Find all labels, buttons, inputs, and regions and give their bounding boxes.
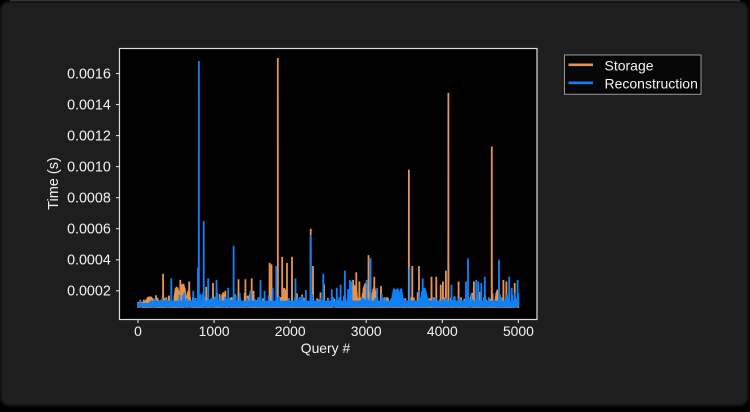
svg-text:0.0010: 0.0010 — [67, 159, 111, 175]
svg-text:0.0012: 0.0012 — [67, 128, 111, 144]
svg-text:0.0016: 0.0016 — [67, 66, 111, 82]
svg-text:5000: 5000 — [503, 323, 534, 339]
svg-text:0.0006: 0.0006 — [67, 222, 111, 238]
svg-text:Storage: Storage — [605, 57, 654, 73]
svg-text:0.0004: 0.0004 — [67, 253, 111, 269]
svg-text:0.0008: 0.0008 — [67, 191, 111, 207]
svg-text:2000: 2000 — [275, 323, 306, 339]
svg-text:4000: 4000 — [427, 323, 458, 339]
svg-text:Time (s): Time (s) — [46, 157, 62, 210]
svg-text:Reconstruction: Reconstruction — [605, 75, 698, 91]
svg-text:3000: 3000 — [351, 323, 382, 339]
svg-text:0: 0 — [134, 323, 142, 339]
svg-text:Query #: Query # — [301, 340, 351, 356]
svg-text:1000: 1000 — [199, 323, 230, 339]
svg-text:0.0002: 0.0002 — [67, 284, 111, 300]
svg-text:0.0014: 0.0014 — [67, 97, 111, 113]
